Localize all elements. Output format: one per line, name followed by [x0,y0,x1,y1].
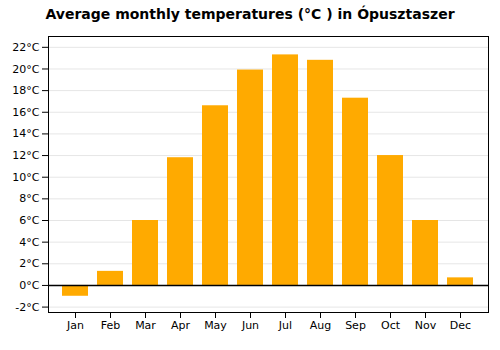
svg-text:2°C: 2°C [19,257,39,270]
svg-text:6°C: 6°C [19,214,39,227]
svg-text:Oct: Oct [381,319,401,332]
svg-text:Aug: Aug [310,319,331,332]
svg-text:Sep: Sep [345,319,366,332]
html-text:Average monthly temperatures (: Average monthly temperatures (°C ) in Óp… [45,6,455,22]
svg-text:Jul: Jul [278,319,292,332]
svg-text:18°C: 18°C [12,84,39,97]
svg-text:Mar: Mar [135,319,156,332]
svg-text:14°C: 14°C [12,127,39,140]
svg-text:0°C: 0°C [19,279,39,292]
svg-text:22°C: 22°C [12,41,39,54]
svg-text:16°C: 16°C [12,106,39,119]
svg-text:May: May [204,319,227,332]
svg-text:8°C: 8°C [19,192,39,205]
svg-text:10°C: 10°C [12,171,39,184]
svg-text:Nov: Nov [415,319,437,332]
svg-text:Dec: Dec [450,319,471,332]
svg-text:4°C: 4°C [19,236,39,249]
svg-text:20°C: 20°C [12,62,39,75]
svg-text:Jun: Jun [241,319,259,332]
svg-text:12°C: 12°C [12,149,39,162]
svg-text:Feb: Feb [101,319,120,332]
svg-text:Apr: Apr [171,319,191,332]
svg-text:Jan: Jan [66,319,84,332]
svg-text:-2°C: -2°C [15,301,39,314]
